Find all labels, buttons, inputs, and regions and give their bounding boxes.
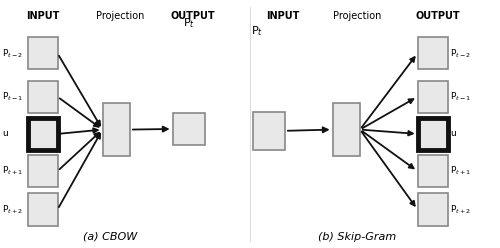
- Bar: [28, 155, 58, 187]
- Text: P$_{t-1}$: P$_{t-1}$: [2, 91, 24, 103]
- Bar: [418, 81, 448, 113]
- Bar: [102, 103, 130, 156]
- Text: P$_{t-2}$: P$_{t-2}$: [450, 47, 471, 60]
- Text: P$_{t+2}$: P$_{t+2}$: [450, 203, 471, 216]
- Bar: [418, 193, 448, 226]
- Text: Projection: Projection: [334, 11, 382, 21]
- Text: P$_{t+1}$: P$_{t+1}$: [450, 165, 471, 177]
- Text: OUTPUT: OUTPUT: [415, 11, 460, 21]
- Text: Projection: Projection: [96, 11, 144, 21]
- Text: INPUT: INPUT: [266, 11, 299, 21]
- Text: u: u: [2, 129, 8, 138]
- Text: P$_{t-2}$: P$_{t-2}$: [2, 47, 24, 60]
- Text: P$_{t+1}$: P$_{t+1}$: [2, 165, 24, 177]
- Text: u: u: [450, 129, 456, 138]
- Bar: [418, 37, 448, 69]
- Bar: [28, 81, 58, 113]
- Bar: [28, 193, 58, 226]
- Text: (b) Skip-Gram: (b) Skip-Gram: [318, 232, 396, 242]
- Text: INPUT: INPUT: [26, 11, 59, 21]
- Text: (a) CBOW: (a) CBOW: [83, 232, 137, 242]
- Bar: [28, 37, 58, 69]
- Bar: [172, 113, 205, 145]
- Bar: [252, 112, 285, 150]
- Bar: [332, 103, 360, 156]
- Bar: [28, 118, 58, 150]
- Bar: [418, 155, 448, 187]
- Text: P$_t$: P$_t$: [183, 17, 195, 31]
- Text: P$_t$: P$_t$: [252, 24, 264, 38]
- Bar: [418, 118, 448, 150]
- Text: P$_{t-1}$: P$_{t-1}$: [450, 91, 471, 103]
- Text: P$_{t+2}$: P$_{t+2}$: [2, 203, 24, 216]
- Text: OUTPUT: OUTPUT: [170, 11, 215, 21]
